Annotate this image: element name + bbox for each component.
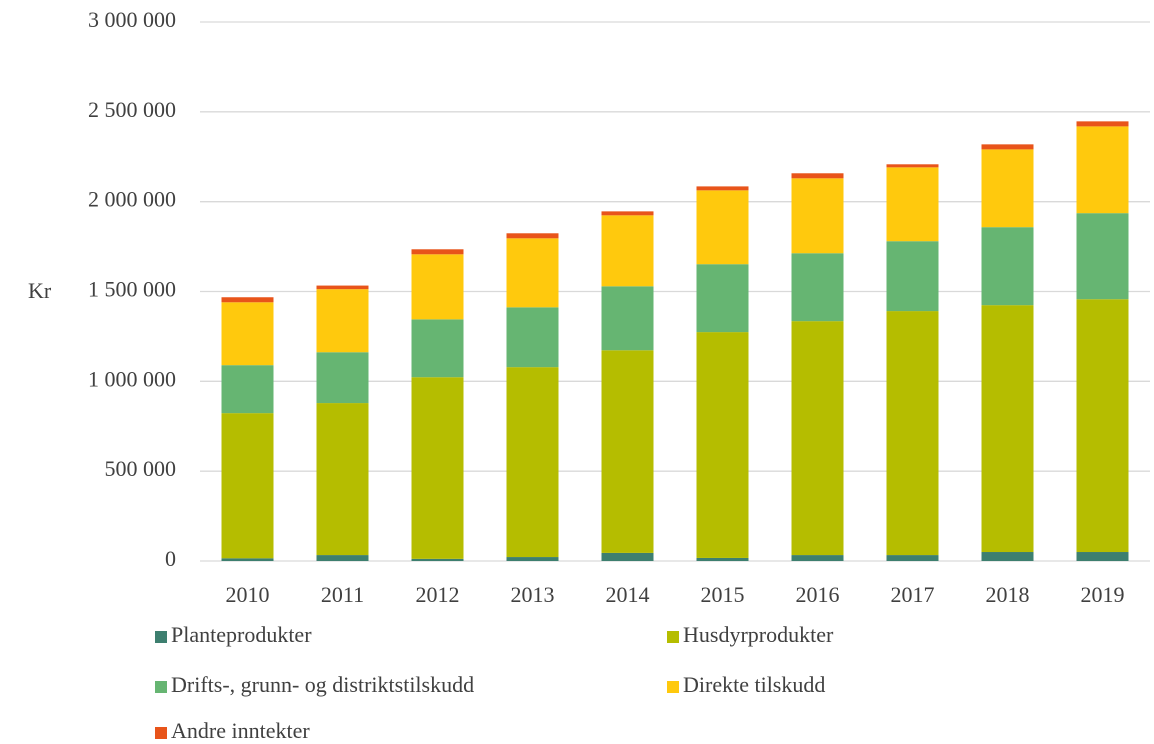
bar-segment [981, 552, 1034, 561]
bar-segment [791, 321, 844, 556]
bar-segment [696, 186, 749, 191]
legend-label: Planteprodukter [171, 622, 312, 647]
x-tick-label: 2014 [606, 582, 650, 607]
bar-segment [791, 178, 844, 254]
bar-segment [601, 215, 654, 287]
bar-segment [981, 149, 1034, 228]
x-tick-label: 2013 [511, 582, 555, 607]
bar-segment [411, 319, 464, 378]
x-tick-label: 2010 [226, 582, 270, 607]
bar-segment [221, 558, 274, 561]
legend-label: Drifts-, grunn- og distriktstilskudd [171, 672, 474, 697]
bar-segment [886, 167, 939, 242]
x-tick-label: 2015 [701, 582, 745, 607]
bar-segment [696, 264, 749, 333]
bar-segment [411, 254, 464, 320]
bar-segment [601, 286, 654, 351]
bar-segment [221, 297, 274, 303]
bar-segment [696, 332, 749, 558]
bar-segment [981, 144, 1034, 150]
y-tick-label: 2 500 000 [88, 97, 176, 122]
legend-swatch [155, 681, 167, 693]
bar-segment [316, 403, 369, 556]
bar-segment [316, 285, 369, 290]
bar-segment [601, 350, 654, 553]
bar-segment [316, 289, 369, 353]
bar-segment [791, 173, 844, 179]
y-tick-label: 1 000 000 [88, 366, 176, 391]
bar-segment [981, 227, 1034, 306]
bar-segment [506, 307, 559, 368]
x-tick-label: 2019 [1081, 582, 1125, 607]
bar-segment [696, 190, 749, 265]
bar-segment [886, 311, 939, 556]
x-tick-label: 2011 [321, 582, 364, 607]
x-tick-label: 2016 [796, 582, 840, 607]
bar-segment [791, 555, 844, 561]
bar-segment [601, 211, 654, 216]
bar-segment [601, 552, 654, 561]
y-tick-label: 1 500 000 [88, 277, 176, 302]
bar-segment [791, 253, 844, 322]
legend-label: Husdyrprodukter [683, 622, 834, 647]
x-tick-label: 2017 [891, 582, 935, 607]
bar-segment [411, 377, 464, 559]
bar-segment [981, 305, 1034, 553]
bar-segment [1076, 121, 1129, 127]
bar-segment [1076, 299, 1129, 553]
y-axis-label: Kr [28, 278, 52, 303]
legend-swatch [667, 631, 679, 643]
bar-segment [886, 241, 939, 312]
bar-segment [411, 558, 464, 561]
bar-segment [696, 557, 749, 561]
bar-segment [506, 367, 559, 558]
legend-label: Direkte tilskudd [683, 672, 825, 697]
bar-segment [221, 302, 274, 366]
bar-segment [886, 555, 939, 561]
y-tick-label: 0 [165, 546, 176, 571]
bar-segment [506, 238, 559, 308]
y-tick-label: 3 000 000 [88, 7, 176, 32]
bar-segment [886, 164, 939, 168]
y-tick-label: 500 000 [105, 456, 177, 481]
x-tick-label: 2018 [986, 582, 1030, 607]
legend-swatch [155, 631, 167, 643]
bar-segment [1076, 213, 1129, 300]
legend-label: Andre inntekter [171, 718, 310, 743]
x-tick-label: 2012 [416, 582, 460, 607]
bar-segment [411, 249, 464, 255]
bar-segment [506, 233, 559, 239]
bar-segment [506, 557, 559, 561]
legend-swatch [155, 727, 167, 739]
bar-segment [221, 365, 274, 414]
y-tick-label: 2 000 000 [88, 187, 176, 212]
bar-segment [1076, 552, 1129, 561]
bar-segment [316, 352, 369, 404]
bar-segment [316, 555, 369, 561]
legend-swatch [667, 681, 679, 693]
bar-segment [221, 413, 274, 559]
bar-segment [1076, 126, 1129, 214]
